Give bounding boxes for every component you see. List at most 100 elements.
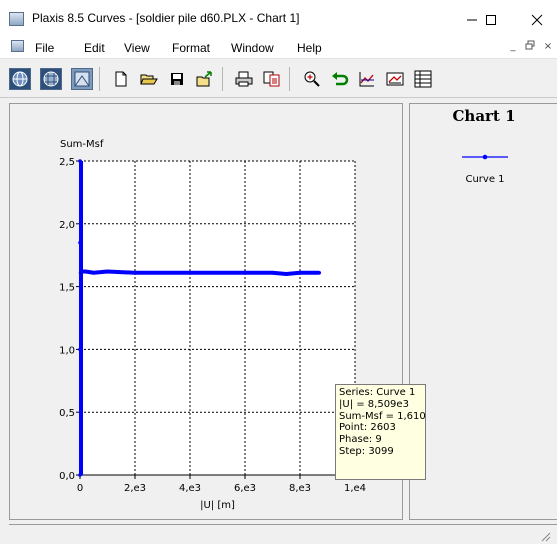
mdi-minimize-button[interactable]: _: [510, 41, 516, 52]
x-tick-label: 0: [77, 483, 83, 494]
x-tick-label: 1,e4: [344, 483, 366, 494]
tooltip-sum-msf: Sum-Msf = 1,610: [339, 410, 426, 422]
open-folder-icon: [140, 74, 158, 85]
input-program-button[interactable]: [9, 68, 31, 90]
tooltip-u-value: |U| = 8,509e3: [339, 398, 409, 410]
new-file-icon: [115, 71, 127, 87]
data-point: [78, 347, 82, 352]
save-button[interactable]: [166, 68, 188, 90]
data-point: [78, 159, 82, 163]
y-tick-label: 2,5: [59, 157, 75, 168]
legend-title: Chart 1: [452, 107, 516, 125]
y-tick-label: 1,0: [59, 345, 75, 356]
globe-grid-icon: [43, 71, 59, 87]
data-point: [188, 270, 192, 275]
new-button[interactable]: [110, 68, 132, 90]
data-point: [160, 270, 165, 275]
menu-view[interactable]: View: [124, 41, 150, 55]
tooltip-point: Point: 2603: [339, 422, 396, 434]
chart-data-button[interactable]: [356, 68, 378, 90]
series-line: [78, 269, 320, 277]
menu-bar: File Edit View Format Window Help _ ×: [0, 36, 557, 59]
print-button[interactable]: [233, 68, 255, 90]
menu-help[interactable]: Help: [297, 41, 322, 55]
status-bar: [9, 524, 557, 544]
mdi-doc-icon[interactable]: [11, 40, 24, 52]
window-title: Plaxis 8.5 Curves - [soldier pile d60.PL…: [32, 11, 300, 25]
menu-format[interactable]: Format: [172, 41, 211, 55]
data-point: [91, 270, 96, 275]
y-tick-label: 1,5: [59, 283, 75, 294]
data-point: [83, 269, 88, 274]
legend-line-icon: [462, 154, 508, 160]
reset-view-button[interactable]: [329, 68, 351, 90]
copy-icon: [263, 71, 280, 87]
close-button[interactable]: [517, 6, 557, 34]
calculations-program-button[interactable]: [40, 68, 62, 90]
resize-grip-icon[interactable]: [539, 530, 551, 542]
menu-file[interactable]: File: [35, 41, 55, 55]
y-tick-label: 0,0: [59, 471, 75, 482]
mesh-icon: [74, 71, 90, 87]
tooltip-step: Step: 3099: [339, 445, 394, 457]
title-bar: Plaxis 8.5 Curves - [soldier pile d60.PL…: [0, 0, 557, 36]
chart-plot[interactable]: 0 2,e3 4,e3 6,e3 8,e3 1,e4 0,0 0,5 1,0 1,5 2,0 2,5 |…: [10, 104, 402, 519]
printer-icon: [235, 71, 253, 87]
data-point: [284, 272, 289, 276]
series-curve-1: [78, 159, 322, 477]
tooltip-phase: Phase: 9: [339, 434, 382, 446]
globe-icon: [12, 71, 28, 87]
y-tick-label: 2,0: [59, 220, 75, 231]
data-point-tooltip: Series: Curve 1 |U| = 8,509e3 Sum-Msf = …: [335, 384, 426, 480]
data-point: [78, 240, 82, 245]
copy-button[interactable]: [261, 68, 283, 90]
minimize-button[interactable]: [452, 6, 492, 34]
chart-panel[interactable]: 0 2,e3 4,e3 6,e3 8,e3 1,e4 0,0 0,5 1,0 1,5 2,0 2,5 |…: [9, 103, 403, 520]
app-icon[interactable]: [9, 12, 24, 26]
toolbar-separator: [289, 67, 290, 91]
data-point: [105, 269, 110, 274]
folder-export-icon: [196, 71, 212, 87]
mdi-restore-button[interactable]: [523, 40, 537, 54]
table-icon: [414, 70, 432, 88]
curve-settings-icon: [386, 72, 404, 86]
restore-icon: [525, 40, 535, 50]
data-point: [133, 270, 137, 275]
minimize-icon: [467, 19, 477, 21]
data-point: [270, 270, 275, 275]
export-button[interactable]: [194, 68, 216, 90]
curve-settings-button[interactable]: [384, 68, 406, 90]
legend-entry-curve-1[interactable]: Curve 1: [465, 174, 505, 185]
workspace: 0 2,e3 4,e3 6,e3 8,e3 1,e4 0,0 0,5 1,0 1,5 2,0 2,5 |…: [0, 98, 557, 544]
data-point: [243, 270, 247, 275]
zoom-in-button[interactable]: [301, 68, 323, 90]
legend-panel[interactable]: Chart 1 Curve 1: [409, 103, 557, 520]
toolbar-separator: [99, 67, 100, 91]
x-axis-label: |U| [m]: [200, 500, 235, 511]
data-point: [78, 473, 82, 477]
zoom-in-icon: [304, 71, 320, 87]
table-button[interactable]: [412, 68, 434, 90]
y-axis-label: Sum-Msf: [60, 139, 104, 150]
mdi-close-button[interactable]: ×: [543, 41, 553, 52]
plot-area: [80, 161, 355, 475]
data-point: [215, 270, 220, 275]
open-button[interactable]: [138, 68, 160, 90]
maximize-button[interactable]: [471, 6, 511, 34]
data-point: [79, 269, 84, 274]
toolbar-separator: [222, 67, 223, 91]
output-program-button[interactable]: [71, 68, 93, 90]
tooltip-series: Series: Curve 1: [339, 387, 416, 398]
y-tick-label: 0,5: [59, 408, 75, 419]
menu-window[interactable]: Window: [231, 41, 274, 55]
undo-arrow-icon: [332, 72, 349, 86]
maximize-icon: [486, 15, 496, 25]
x-tick-label: 2,e3: [124, 483, 146, 494]
chart-icon: [359, 72, 374, 87]
close-icon: [531, 14, 543, 26]
data-point: [312, 270, 316, 275]
floppy-icon: [171, 73, 183, 85]
menu-edit[interactable]: Edit: [84, 41, 105, 55]
data-point: [298, 270, 302, 275]
x-tick-label: 6,e3: [234, 483, 256, 494]
